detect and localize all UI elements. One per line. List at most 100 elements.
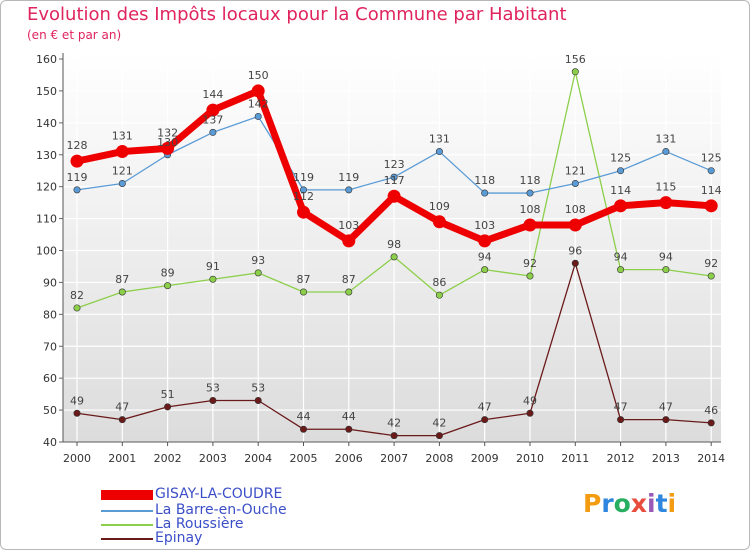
y-tick-label: 60: [43, 372, 57, 385]
data-point-gisay-la-coudre: [659, 196, 673, 210]
data-label-la-roussiere: 86: [432, 276, 446, 289]
x-tick-label: 2000: [63, 452, 91, 465]
data-label-epinay: 53: [251, 382, 265, 395]
data-label-la-barre-en-ouche: 130: [157, 136, 178, 149]
data-point-gisay-la-coudre: [704, 199, 718, 213]
data-point-la-barre-en-ouche: [118, 179, 126, 187]
data-point-la-roussiere: [345, 288, 353, 296]
legend-swatch-la-roussiere: [101, 524, 153, 526]
data-label-la-roussiere: 82: [70, 289, 84, 302]
data-point-la-roussiere: [164, 282, 172, 290]
legend-swatch-epinay: [101, 538, 153, 540]
data-point-gisay-la-coudre: [206, 103, 220, 117]
data-label-la-roussiere: 91: [206, 260, 220, 273]
x-tick-label: 2004: [244, 452, 272, 465]
data-label-la-roussiere: 94: [614, 251, 628, 264]
x-tick-label: 2005: [290, 452, 318, 465]
legend-label-la-roussiere: La Roussière: [155, 516, 244, 532]
data-point-epinay: [662, 416, 670, 424]
data-point-la-roussiere: [209, 275, 217, 283]
data-point-la-barre-en-ouche: [299, 186, 307, 194]
data-point-la-roussiere: [73, 304, 81, 312]
data-point-gisay-la-coudre: [161, 141, 175, 155]
y-tick-label: 50: [43, 404, 57, 417]
data-label-gisay-la-coudre: 117: [384, 174, 405, 187]
logo-letter: P: [583, 489, 602, 518]
x-tick-label: 2013: [652, 452, 680, 465]
legend-label-gisay: GISAY-LA-COUDRE: [155, 486, 283, 502]
data-point-epinay: [571, 259, 579, 267]
data-label-gisay-la-coudre: 144: [202, 88, 223, 101]
data-point-la-barre-en-ouche: [617, 167, 625, 175]
data-label-la-roussiere: 93: [251, 254, 265, 267]
data-label-la-roussiere: 156: [565, 53, 586, 66]
data-label-epinay: 49: [523, 394, 537, 407]
x-tick-label: 2001: [108, 452, 136, 465]
legend-label-la-barre-en-ouche: La Barre-en-Ouche: [155, 502, 287, 518]
x-tick-label: 2014: [697, 452, 725, 465]
data-label-epinay: 96: [568, 244, 582, 257]
data-point-epinay: [209, 397, 217, 405]
data-label-gisay-la-coudre: 114: [701, 184, 722, 197]
x-tick-label: 2009: [471, 452, 499, 465]
data-label-la-roussiere: 87: [115, 273, 129, 286]
data-point-la-roussiere: [707, 272, 715, 280]
data-point-gisay-la-coudre: [523, 218, 537, 232]
data-point-la-barre-en-ouche: [481, 189, 489, 197]
data-point-la-roussiere: [118, 288, 126, 296]
data-point-la-barre-en-ouche: [662, 148, 670, 156]
data-label-gisay-la-coudre: 108: [565, 203, 586, 216]
x-tick-label: 2006: [335, 452, 363, 465]
data-point-epinay: [118, 416, 126, 424]
x-tick-label: 2010: [516, 452, 544, 465]
data-label-la-roussiere: 94: [659, 251, 673, 264]
x-tick-label: 2003: [199, 452, 227, 465]
data-point-epinay: [526, 409, 534, 417]
data-label-gisay-la-coudre: 128: [67, 139, 88, 152]
data-label-gisay-la-coudre: 115: [655, 181, 676, 194]
data-label-la-barre-en-ouche: 131: [429, 133, 450, 146]
data-point-gisay-la-coudre: [614, 199, 628, 213]
y-tick-label: 40: [43, 436, 57, 449]
logo-letter: t: [655, 489, 668, 518]
data-label-epinay: 46: [704, 404, 718, 417]
data-label-gisay-la-coudre: 114: [610, 184, 631, 197]
data-point-epinay: [73, 409, 81, 417]
data-point-gisay-la-coudre: [251, 84, 265, 98]
data-point-gisay-la-coudre: [115, 145, 129, 159]
proxiti-logo: Proxiti: [583, 489, 676, 518]
data-point-la-roussiere: [435, 291, 443, 299]
y-tick-label: 90: [43, 276, 57, 289]
data-point-la-barre-en-ouche: [390, 173, 398, 181]
data-point-epinay: [164, 403, 172, 411]
logo-letter: i: [647, 489, 656, 518]
data-point-la-barre-en-ouche: [345, 186, 353, 194]
data-point-gisay-la-coudre: [342, 234, 356, 248]
data-label-la-barre-en-ouche: 121: [565, 164, 586, 177]
data-point-gisay-la-coudre: [297, 205, 310, 219]
data-label-gisay-la-coudre: 108: [520, 203, 541, 216]
data-point-la-roussiere: [390, 253, 398, 261]
data-point-la-roussiere: [571, 68, 579, 76]
y-tick-label: 70: [43, 340, 57, 353]
x-tick-label: 2008: [425, 452, 453, 465]
data-point-la-barre-en-ouche: [435, 148, 443, 156]
x-tick-label: 2012: [607, 452, 635, 465]
data-label-gisay-la-coudre: 103: [338, 219, 359, 232]
y-tick-label: 110: [36, 213, 57, 226]
data-label-la-barre-en-ouche: 119: [67, 171, 88, 184]
data-label-epinay: 47: [115, 401, 129, 414]
data-point-la-barre-en-ouche: [707, 167, 715, 175]
data-label-la-barre-en-ouche: 131: [655, 133, 676, 146]
data-label-gisay-la-coudre: 131: [112, 130, 133, 143]
data-label-la-barre-en-ouche: 119: [293, 171, 314, 184]
data-label-la-barre-en-ouche: 142: [248, 97, 269, 110]
data-label-gisay-la-coudre: 103: [474, 219, 495, 232]
data-label-la-barre-en-ouche: 125: [610, 152, 631, 165]
data-label-epinay: 51: [161, 388, 175, 401]
data-point-epinay: [435, 432, 443, 440]
y-tick-label: 150: [36, 85, 57, 98]
data-label-la-barre-en-ouche: 123: [384, 158, 405, 171]
